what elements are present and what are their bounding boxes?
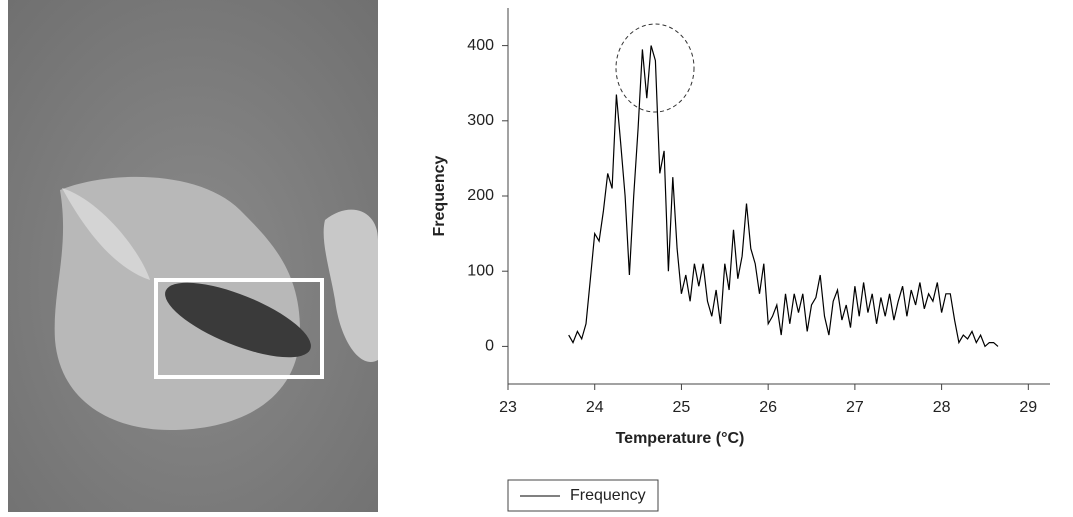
thermal-image [8, 0, 378, 512]
dark-object [165, 282, 311, 358]
peak-annotation [615, 23, 695, 113]
selection-box [154, 278, 324, 379]
y-tick-label: 300 [467, 112, 494, 129]
y-tick-label: 400 [467, 37, 494, 54]
x-tick-label: 28 [933, 399, 951, 416]
x-tick-label: 29 [1019, 399, 1037, 416]
object-highlight [62, 188, 150, 280]
side-object [323, 209, 378, 362]
x-tick-label: 23 [499, 399, 517, 416]
y-tick-label: 100 [467, 262, 494, 279]
y-tick-label: 0 [485, 338, 494, 355]
x-tick-label: 24 [586, 399, 604, 416]
legend-label: Frequency [570, 487, 646, 504]
x-tick-label: 25 [673, 399, 691, 416]
y-tick-label: 200 [467, 187, 494, 204]
x-axis-label: Temperature (°C) [616, 430, 745, 447]
y-axis-label: Frequency [431, 155, 448, 236]
data-line [568, 45, 999, 348]
x-tick-label: 27 [846, 399, 864, 416]
x-tick-label: 26 [759, 399, 777, 416]
